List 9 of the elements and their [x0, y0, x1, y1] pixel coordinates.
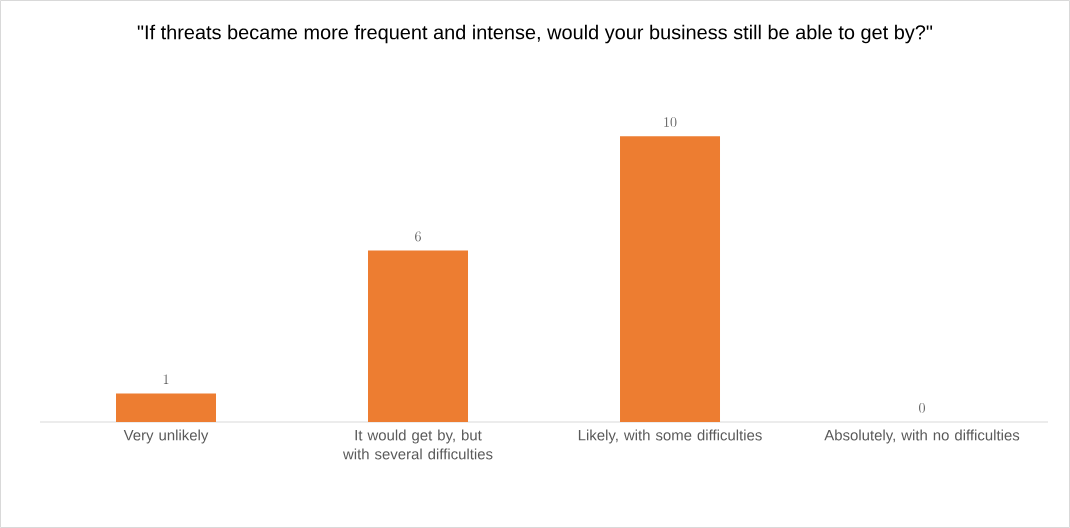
x-tick-label: Absolutely, with no difficulties — [824, 429, 1020, 444]
data-label: 1 — [163, 374, 169, 384]
x-tick-label: It would get by, but with several difficulties — [342, 429, 493, 460]
data-label: 0 — [919, 402, 925, 413]
data-label: 6 — [415, 231, 421, 242]
data-label: 10 — [664, 117, 677, 128]
x-tick-label: Very unlikely — [123, 429, 209, 444]
x-tick-label: Likely, with some difficulties — [578, 429, 762, 444]
chart-title: "If threats became more frequent and intense, would your business still be able to get by?" — [137, 24, 933, 44]
